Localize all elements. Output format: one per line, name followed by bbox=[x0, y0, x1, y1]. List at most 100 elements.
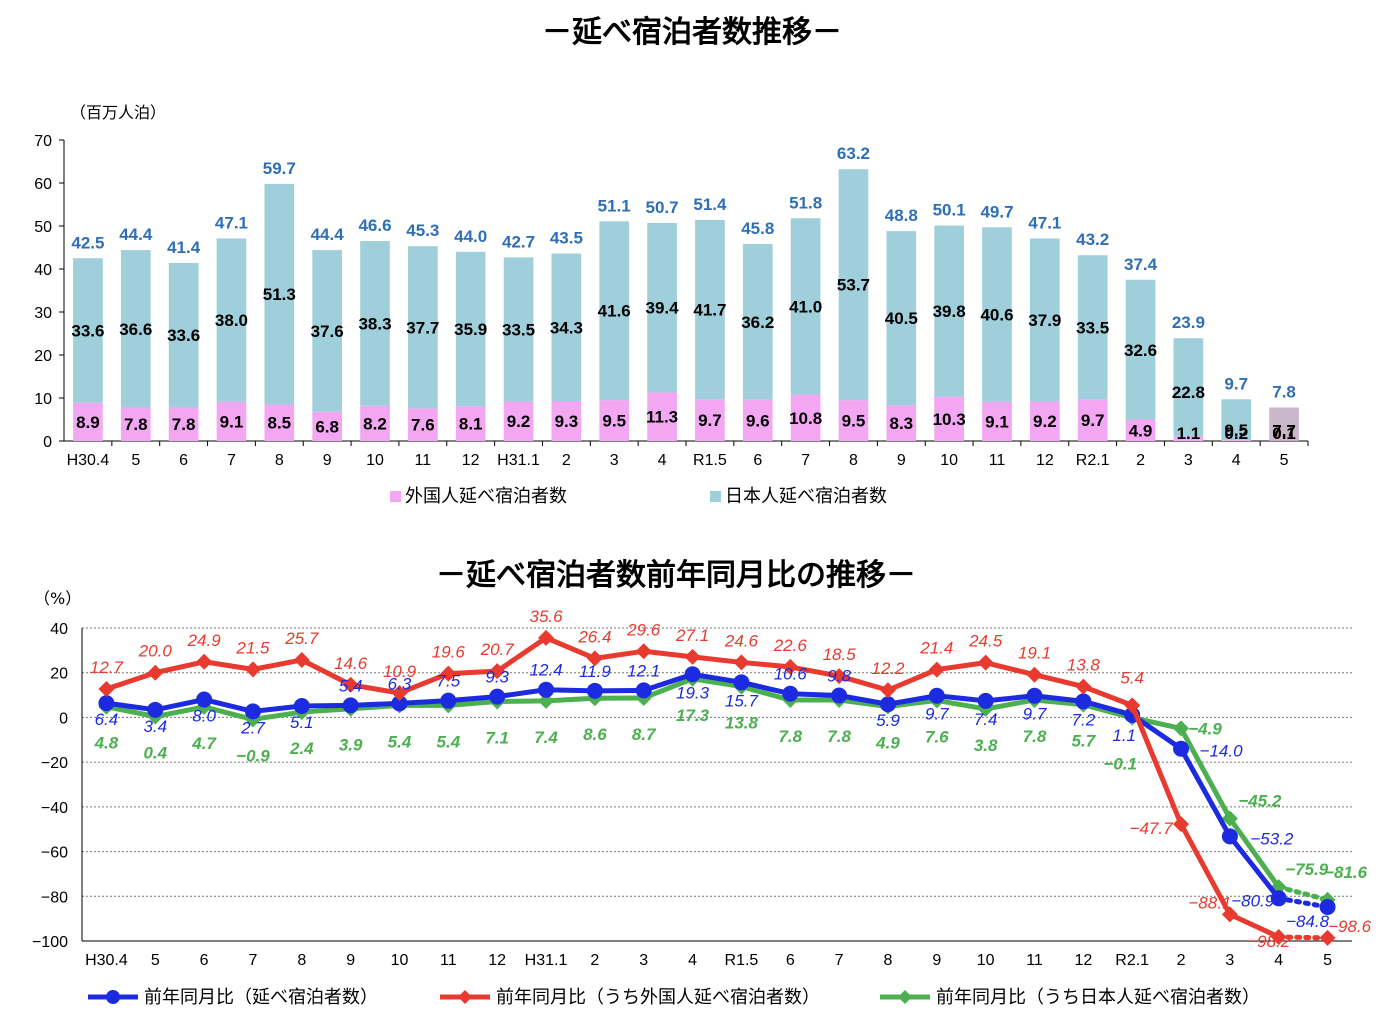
marker-total bbox=[538, 681, 555, 698]
marker-foreign bbox=[928, 661, 945, 678]
japanese-value-label: 41.6 bbox=[598, 302, 631, 321]
series-line-dotted-japanese bbox=[1276, 884, 1331, 903]
japanese-value-label: 37.9 bbox=[1028, 311, 1061, 330]
japanese-value-label: 32.6 bbox=[1124, 341, 1157, 360]
x-tick-label: 5 bbox=[1280, 452, 1289, 469]
marker-total bbox=[635, 682, 652, 699]
bar-foreign bbox=[120, 407, 151, 441]
foreign-value-label: 8.5 bbox=[267, 414, 291, 433]
bar-japanese bbox=[73, 258, 103, 403]
total-label: 49.7 bbox=[980, 202, 1013, 221]
japanese-point-label: 4.7 bbox=[191, 734, 217, 753]
total-label: 23.9 bbox=[1172, 313, 1205, 332]
x-tick-label: 5 bbox=[151, 952, 160, 969]
foreign-point-label: 12.7 bbox=[90, 658, 124, 677]
marker-total bbox=[928, 687, 945, 704]
marker-total bbox=[196, 691, 213, 708]
total-point-label: 7.2 bbox=[1072, 710, 1096, 729]
legend-swatch-foreign bbox=[390, 491, 401, 502]
x-tick-label: 4 bbox=[688, 952, 697, 969]
bar-japanese bbox=[790, 218, 821, 395]
y-tick-label: 60 bbox=[34, 176, 52, 193]
japanese-value-label: 38.3 bbox=[358, 314, 391, 333]
bar-foreign bbox=[1125, 419, 1156, 441]
marker-total bbox=[1173, 740, 1190, 757]
bar-foreign bbox=[312, 411, 342, 441]
x-tick-label: 10 bbox=[391, 952, 409, 969]
total-point-label: 5.9 bbox=[876, 711, 900, 730]
foreign-value-label: 9.1 bbox=[220, 412, 244, 431]
foreign-point-label: 5.4 bbox=[1120, 668, 1144, 687]
foreign-value-label: 9.1 bbox=[985, 412, 1009, 431]
bar-foreign bbox=[1221, 440, 1252, 441]
x-tick-label: 7 bbox=[249, 952, 258, 969]
x-tick-label: 9 bbox=[932, 952, 941, 969]
y-tick-label: 0 bbox=[43, 434, 52, 451]
japanese-point-label: 3.9 bbox=[339, 736, 363, 755]
stacked-bar-chart: 0 10 20 30 40 50 60 70 H30.4 42.5 33.6 8.9 5 44.4 36.6… bbox=[34, 133, 1309, 507]
chart2-unit-label: （%） bbox=[34, 589, 81, 608]
legend-label-total: 前年同月比（延べ宿泊者数） bbox=[144, 987, 378, 1008]
bar-foreign bbox=[1030, 401, 1060, 441]
bar-japanese bbox=[216, 238, 247, 402]
bar-foreign bbox=[695, 399, 725, 441]
marker-foreign bbox=[977, 654, 994, 671]
japanese-point-label: 7.8 bbox=[1023, 727, 1047, 746]
marker-total bbox=[147, 701, 164, 718]
japanese-point-label: −81.6 bbox=[1324, 863, 1368, 882]
marker-foreign bbox=[1026, 666, 1043, 683]
total-point-label: 15.7 bbox=[725, 691, 759, 710]
x-tick-label: 10 bbox=[977, 952, 995, 969]
marker-foreign bbox=[342, 676, 359, 693]
legend-label-foreign: 外国人延べ宿泊者数 bbox=[405, 486, 567, 507]
marker-japanese bbox=[538, 692, 555, 709]
foreign-point-label: 20.0 bbox=[138, 642, 173, 661]
bar-japanese bbox=[1030, 238, 1060, 402]
foreign-point-label: 10.9 bbox=[383, 662, 417, 681]
foreign-point-label: 24.9 bbox=[187, 631, 222, 650]
y-tick-label: 20 bbox=[50, 666, 68, 683]
x-tick-label: 7 bbox=[835, 952, 844, 969]
bar-japanese bbox=[1077, 255, 1108, 400]
total-point-label: 12.1 bbox=[627, 661, 660, 680]
total-label: 50.1 bbox=[933, 201, 966, 220]
marker-foreign bbox=[733, 654, 750, 671]
japanese-point-label: 5.7 bbox=[1072, 732, 1097, 751]
x-tick-label: 6 bbox=[753, 452, 762, 469]
chart2-title: －延べ宿泊者数前年同月比の推移－ bbox=[436, 558, 916, 593]
marker-foreign bbox=[831, 668, 848, 685]
bar-japanese bbox=[934, 225, 964, 397]
marker-total bbox=[489, 688, 506, 705]
x-tick-label: H31.1 bbox=[497, 452, 540, 469]
total-label: 51.8 bbox=[789, 193, 822, 212]
japanese-point-label: 5.4 bbox=[388, 732, 412, 751]
bar-japanese bbox=[551, 253, 582, 402]
japanese-point-label: 7.1 bbox=[485, 729, 509, 748]
x-tick-label: 6 bbox=[786, 952, 795, 969]
marker-foreign bbox=[1075, 678, 1092, 695]
legend-label-japanese: 前年同月比（うち日本人延べ宿泊者数） bbox=[936, 987, 1260, 1008]
x-tick-label: 9 bbox=[323, 452, 332, 469]
x-tick-label: 6 bbox=[200, 952, 209, 969]
x-tick-label: 12 bbox=[462, 452, 480, 469]
marker-total bbox=[391, 695, 408, 712]
total-point-label: 9.3 bbox=[485, 668, 509, 687]
foreign-value-label: 9.6 bbox=[746, 411, 770, 430]
bar-foreign bbox=[168, 407, 199, 441]
japanese-value-label: 34.3 bbox=[550, 318, 583, 337]
total-point-label: 1.1 bbox=[1112, 726, 1136, 745]
japanese-value-label: 33.5 bbox=[1076, 318, 1109, 337]
total-point-label: −80.9 bbox=[1231, 891, 1275, 910]
y-tick-label: −80 bbox=[41, 889, 68, 906]
bar-foreign bbox=[1173, 436, 1204, 441]
japanese-point-label: 7.8 bbox=[827, 727, 851, 746]
japanese-point-label: 7.6 bbox=[925, 727, 949, 746]
bar-japanese bbox=[1221, 399, 1252, 441]
japanese-point-label: −4.9 bbox=[1188, 719, 1222, 738]
foreign-point-label: 25.7 bbox=[284, 629, 319, 648]
x-tick-label: 4 bbox=[1232, 452, 1241, 469]
x-tick-label: 7 bbox=[227, 452, 236, 469]
japanese-point-label: 2.4 bbox=[289, 739, 314, 758]
marker-total bbox=[342, 697, 359, 714]
total-label: 42.7 bbox=[502, 232, 535, 251]
